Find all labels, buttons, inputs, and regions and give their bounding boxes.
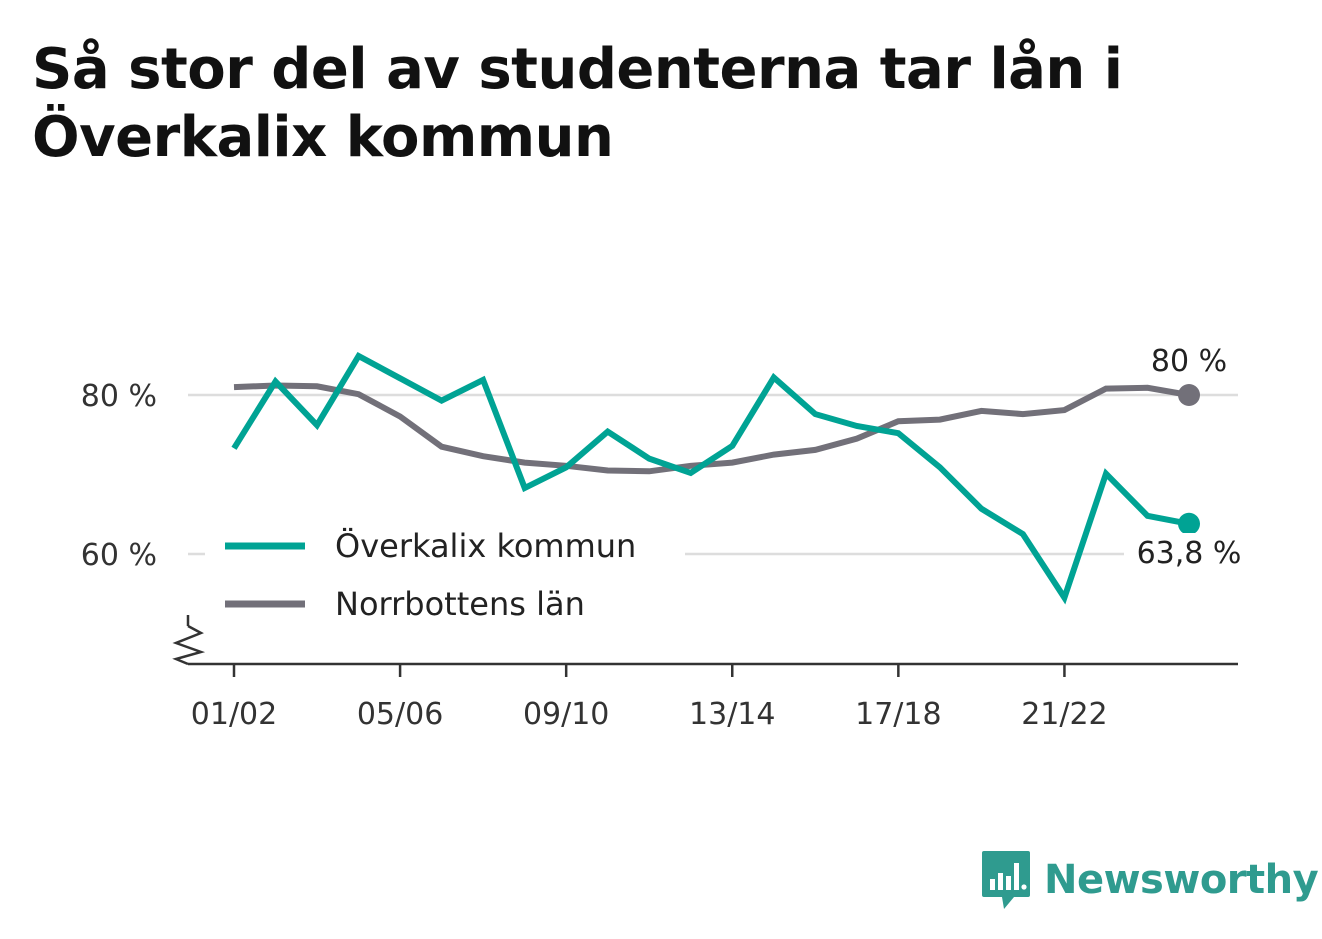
axes: 60 % 80 % 01/02 05/06 09/10 13/14 17/18 21/22 bbox=[81, 379, 1238, 732]
end-label-overkalix: 63,8 % bbox=[1137, 536, 1242, 571]
y-tick-label-60: 60 % bbox=[81, 538, 157, 573]
series-lines bbox=[231, 352, 1200, 605]
series-line-0 bbox=[231, 352, 1190, 605]
end-labels: 80 % 63,8 % bbox=[1124, 344, 1256, 573]
newsworthy-logo: Newsworthy bbox=[980, 848, 1319, 912]
series-end-point-1 bbox=[1178, 384, 1200, 406]
x-tick-label-09/10: 09/10 bbox=[523, 697, 609, 732]
legend-label-0: Överkalix kommun bbox=[335, 527, 636, 565]
series-line-1 bbox=[233, 382, 1190, 475]
legend-label-1: Norrbottens län bbox=[335, 585, 585, 623]
brand-name: Newsworthy bbox=[1044, 857, 1319, 903]
legend: Överkalix kommun Norrbottens län bbox=[205, 520, 685, 630]
end-label-bg-overkalix bbox=[1124, 533, 1256, 573]
newsworthy-logo-icon bbox=[982, 851, 1030, 909]
y-axis-break-icon bbox=[172, 624, 206, 666]
y-tick-label-80: 80 % bbox=[81, 379, 157, 414]
legend-background bbox=[205, 520, 685, 630]
x-tick-label-17/18: 17/18 bbox=[855, 697, 941, 732]
x-tick-label-13/14: 13/14 bbox=[689, 697, 775, 732]
x-tick-label-05/06: 05/06 bbox=[357, 697, 443, 732]
chart-title: Så stor del av studenterna tar lån i Öve… bbox=[32, 37, 1123, 170]
end-label-norrbotten: 80 % bbox=[1151, 344, 1227, 379]
x-tick-label-21/22: 21/22 bbox=[1021, 697, 1107, 732]
x-tick-label-01/02: 01/02 bbox=[191, 697, 277, 732]
series-end-point-0 bbox=[1178, 512, 1200, 535]
